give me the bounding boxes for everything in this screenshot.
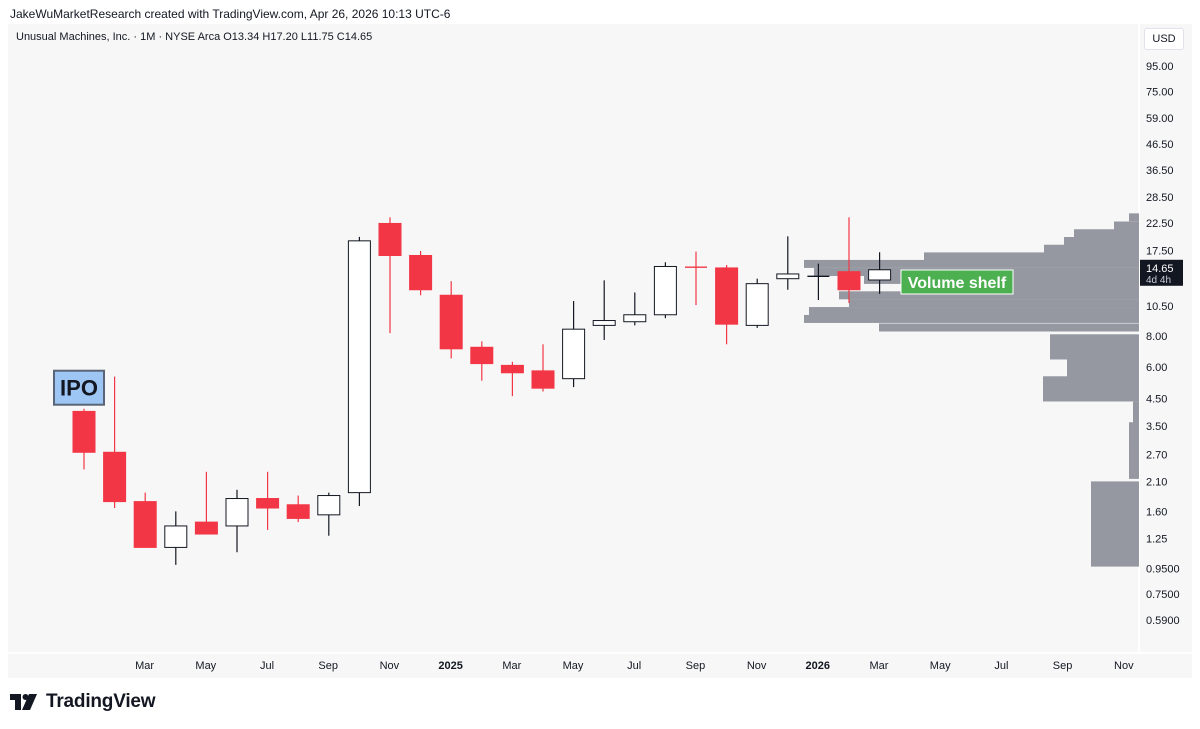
candle-body — [653, 265, 677, 316]
price-axis-label: 36.50 — [1146, 165, 1174, 177]
candle-body — [439, 294, 463, 350]
volume-profile-bar — [839, 291, 1139, 300]
volume-profile-bar — [1044, 244, 1139, 253]
candle-body — [133, 501, 157, 548]
candle-body — [225, 498, 249, 527]
price-axis-label: 2.70 — [1146, 449, 1167, 461]
price-axis-label: 17.50 — [1146, 245, 1174, 257]
time-axis-label: Nov — [380, 660, 400, 672]
time-axis-label: Jul — [627, 660, 641, 672]
volume-profile-bar — [1129, 213, 1139, 222]
volume-profile-bar — [809, 307, 1139, 316]
volume-profile-bar — [804, 314, 1139, 323]
time-axis-label: Sep — [686, 660, 706, 672]
candle-body — [194, 521, 218, 535]
volume-profile-bar — [924, 252, 1139, 261]
volume-profile-bar — [1129, 445, 1139, 479]
price-axis-label: 46.50 — [1146, 139, 1174, 151]
time-axis-label: Mar — [135, 660, 154, 672]
price-axis-label: 0.9500 — [1146, 563, 1180, 575]
candle-body — [592, 320, 616, 326]
current-price-value: 14.65 — [1146, 263, 1174, 275]
chart-svg[interactable]: IPO Volume shelf 95.00 75.00 59.00 46.50 36.50… — [8, 24, 1192, 678]
volume-profile-bar — [1067, 355, 1139, 381]
volume-profile-bar — [1064, 237, 1139, 246]
candle-body — [347, 240, 371, 494]
time-axis-label: Mar — [870, 660, 889, 672]
time-axis-label: 2026 — [806, 660, 830, 672]
volume-profile-bar — [1091, 481, 1139, 567]
candle-body — [531, 370, 555, 389]
time-axis-label: Jul — [260, 660, 274, 672]
symbol-legend: Unusual Machines, Inc. · 1M · NYSE Arca … — [16, 31, 373, 43]
candle-body — [72, 410, 96, 453]
volume-shelf-annotation-box — [900, 269, 1014, 295]
volume-shelf-annotation-label: Volume shelf — [908, 275, 1007, 292]
price-axis-label: 6.00 — [1146, 362, 1167, 374]
price-axis-label: 28.50 — [1146, 192, 1174, 204]
volume-profile-bar — [1114, 221, 1139, 230]
ipo-annotation-label: IPO — [60, 376, 98, 401]
time-axis-label: May — [930, 660, 951, 672]
candle-body — [470, 346, 494, 365]
time-axis-label: May — [195, 660, 216, 672]
candle-body — [745, 283, 769, 326]
volume-profile-bar — [1129, 422, 1139, 456]
price-axis-label: 95.00 — [1146, 61, 1174, 73]
time-axis-label: 2025 — [438, 660, 462, 672]
price-axis-label: 1.25 — [1146, 533, 1167, 545]
time-axis-label: Sep — [318, 660, 338, 672]
price-axis-label: 0.5900 — [1146, 615, 1180, 627]
candle-body — [500, 364, 524, 374]
candle-countdown: 4d 4h — [1146, 275, 1171, 286]
volume-profile-bar — [924, 283, 1139, 292]
price-axis-label: 59.00 — [1146, 113, 1174, 125]
price-axis-label: 4.50 — [1146, 394, 1167, 406]
candle-body — [776, 273, 800, 280]
volume-profile-bar — [879, 323, 1139, 332]
volume-profile-bar — [804, 259, 1139, 268]
candle-body — [623, 314, 647, 323]
price-axis-label: 75.00 — [1146, 87, 1174, 99]
candle-body — [409, 254, 433, 291]
ipo-annotation-box — [53, 369, 105, 406]
price-axis-label: 1.60 — [1146, 506, 1167, 518]
volume-profile-bar — [1074, 229, 1139, 238]
candle-body — [837, 271, 861, 291]
candle-body — [256, 498, 280, 509]
price-axis-label: 2.10 — [1146, 477, 1167, 489]
currency-button[interactable]: USD — [1144, 28, 1184, 50]
volume-profile-bar — [1043, 376, 1139, 402]
time-axis-label: Nov — [747, 660, 767, 672]
candle-body — [868, 269, 892, 281]
time-axis-label: Mar — [502, 660, 521, 672]
price-axis-label: 22.50 — [1146, 218, 1174, 230]
candle-body — [562, 328, 586, 380]
candle-body — [378, 222, 402, 256]
candle-body — [715, 267, 739, 325]
tradingview-logo-text: TradingView — [46, 691, 156, 712]
volume-profile-bar — [1133, 401, 1139, 429]
tradingview-logo-icon — [10, 694, 37, 710]
time-axis-label: Nov — [1114, 660, 1134, 672]
price-axis-label: 10.50 — [1146, 301, 1174, 313]
time-axis-label: May — [563, 660, 584, 672]
price-axis-label: 0.7500 — [1146, 589, 1180, 601]
price-axis-label: 3.50 — [1146, 421, 1167, 433]
price-axis-label: 8.00 — [1146, 331, 1167, 343]
candle-body — [164, 525, 188, 548]
time-axis-label: Jul — [994, 660, 1008, 672]
candle-body — [317, 495, 341, 516]
candle-body — [103, 451, 127, 503]
candle-body — [286, 504, 310, 519]
time-axis-label: Sep — [1053, 660, 1073, 672]
chart-attribution: JakeWuMarketResearch created with Tradin… — [10, 7, 451, 21]
tradingview-logo: TradingView — [10, 691, 156, 713]
current-price-tag — [1140, 259, 1183, 286]
volume-profile-bar — [849, 299, 1139, 308]
chart-area[interactable]: IPO Volume shelf 95.00 75.00 59.00 46.50 36.50… — [8, 24, 1192, 678]
